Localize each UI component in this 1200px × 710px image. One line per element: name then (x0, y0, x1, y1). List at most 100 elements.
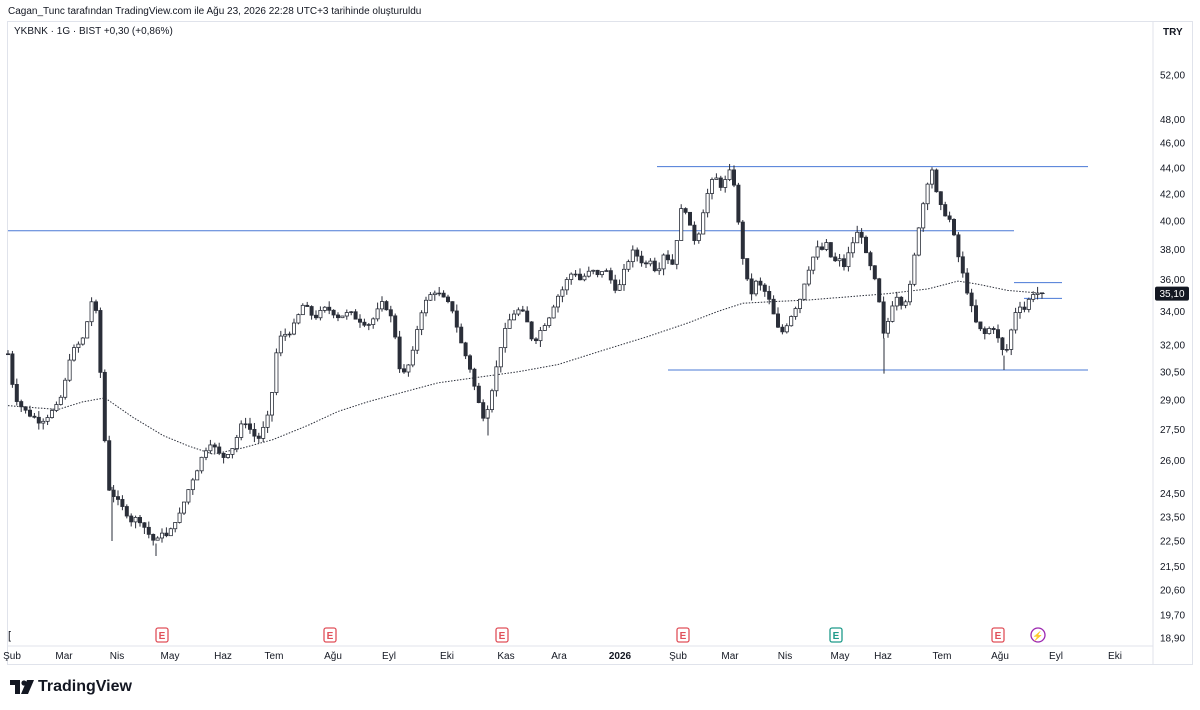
candle (582, 273, 587, 282)
candle (780, 324, 785, 335)
candle (547, 316, 552, 328)
price-tick: 40,00 (1160, 216, 1185, 227)
candle (463, 341, 468, 360)
candle (393, 313, 398, 340)
candle (811, 256, 816, 275)
earnings-marker[interactable]: E (323, 627, 337, 643)
candle (842, 254, 847, 271)
candle (982, 326, 987, 340)
candle (467, 354, 472, 373)
candle (674, 240, 679, 270)
candle (626, 259, 631, 272)
earnings-marker[interactable]: E (155, 627, 169, 643)
price-tick: 38,00 (1160, 245, 1185, 256)
candle (758, 277, 763, 291)
candle (820, 242, 825, 251)
candle (63, 377, 68, 400)
candle (1000, 336, 1005, 356)
candle (247, 417, 252, 434)
price-tick: 21,50 (1160, 562, 1185, 573)
svg-text:E: E (159, 631, 166, 642)
candle (340, 315, 345, 319)
time-tick: Ara (551, 651, 567, 662)
candle (578, 268, 583, 281)
candle (256, 432, 261, 444)
candle (1031, 291, 1036, 303)
price-tick: 23,50 (1160, 512, 1185, 523)
earnings-marker[interactable]: E (495, 627, 509, 643)
candle (415, 325, 420, 355)
candle (322, 306, 327, 313)
time-tick: Ağu (991, 651, 1009, 662)
candle (454, 304, 459, 333)
earnings-marker[interactable]: E (676, 627, 690, 643)
price-tick: 26,00 (1160, 456, 1185, 467)
candle (965, 268, 970, 295)
candle (485, 405, 490, 419)
candle (732, 165, 737, 188)
candle (199, 456, 204, 474)
candle (771, 295, 776, 315)
candle (1018, 301, 1023, 319)
candle (745, 258, 750, 282)
time-tick: Haz (874, 651, 892, 662)
price-axis: 52,00 48,00 46,00 44,00 42,00 40,00 38,00 36,00… (1160, 71, 1185, 645)
candle (98, 307, 103, 378)
price-tick: 32,00 (1160, 341, 1185, 352)
candle (617, 279, 622, 291)
candle (287, 331, 292, 338)
candle (274, 348, 279, 396)
candle (701, 209, 706, 235)
candle (234, 434, 239, 453)
currency-label[interactable]: TRY (1163, 27, 1183, 38)
time-tick: Eki (440, 651, 454, 662)
candle (529, 321, 534, 342)
candle (50, 408, 55, 419)
candle (692, 221, 697, 245)
candle (877, 277, 882, 303)
earnings-marker[interactable]: E (829, 627, 843, 643)
last-price-label: 35,10 (1155, 286, 1189, 301)
candle (58, 395, 63, 406)
candle (366, 323, 371, 331)
tradingview-logo[interactable]: TradingView (10, 678, 132, 696)
candle (239, 420, 244, 441)
time-tick: Eyl (1049, 651, 1063, 662)
candle (410, 346, 415, 368)
candle (186, 489, 191, 505)
candle (80, 337, 85, 346)
price-tick: 44,00 (1160, 163, 1185, 174)
horizontal-levels (8, 166, 1088, 371)
symbol-info[interactable]: YKBNK · 1G · BIST +0,30 (+0,86%) (14, 26, 173, 37)
moving-average-line[interactable] (7, 280, 1047, 455)
time-tick: Tem (933, 651, 952, 662)
candle (996, 324, 1001, 343)
candle (221, 452, 226, 464)
candle (899, 295, 904, 310)
candle (886, 317, 891, 338)
candle (943, 201, 948, 217)
chart-frame (7, 21, 1193, 665)
candle (353, 309, 358, 320)
candle (1040, 292, 1045, 299)
candle (1004, 344, 1009, 353)
candle (591, 269, 596, 275)
candle (969, 288, 974, 313)
candle (921, 201, 926, 232)
candle (331, 309, 336, 319)
candle (19, 399, 24, 413)
time-tick: Mar (721, 651, 739, 662)
earnings-marker[interactable]: E (991, 627, 1005, 643)
candle (710, 177, 715, 200)
candle (991, 326, 996, 334)
candle (740, 220, 745, 265)
time-tick: Tem (265, 651, 284, 662)
candle (269, 392, 274, 422)
svg-text:E: E (995, 631, 1002, 642)
candle (14, 378, 19, 406)
candle (890, 301, 895, 323)
candle (159, 528, 164, 543)
candle (335, 312, 340, 322)
dividend-marker[interactable]: ⚡ (1030, 627, 1046, 643)
